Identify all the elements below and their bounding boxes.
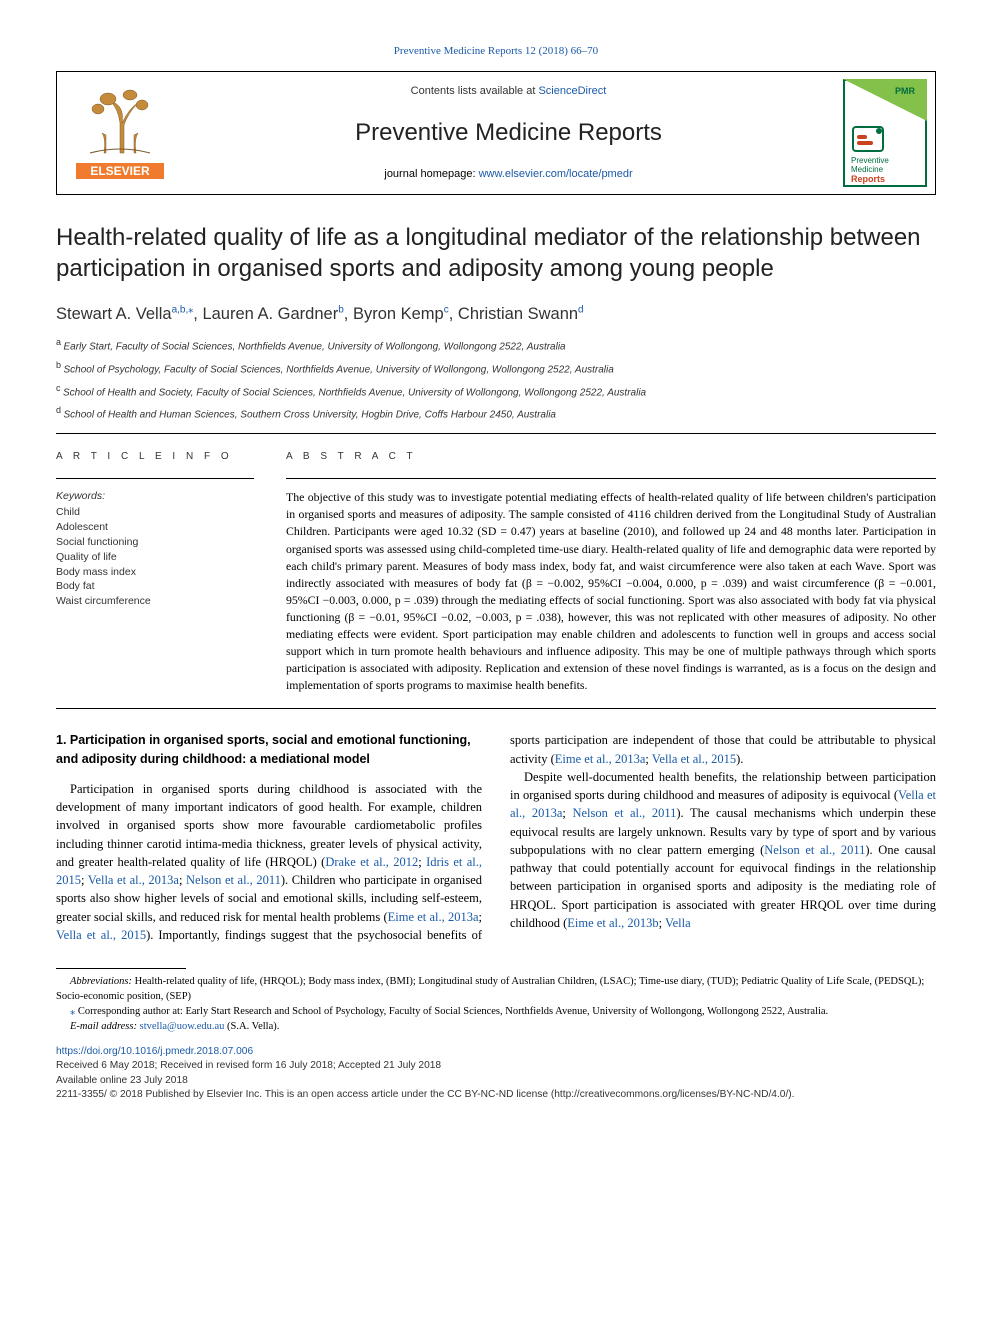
abstract-column: A B S T R A C T The objective of this st… [286,450,936,694]
running-head-link[interactable]: Preventive Medicine Reports 12 (2018) 66… [394,45,598,57]
sciencedirect-link[interactable]: ScienceDirect [538,85,606,97]
footnotes: Abbreviations: Health-related quality of… [56,975,936,1035]
author: Christian Swannd [458,305,584,323]
footnote-rule [56,968,186,969]
svg-text:Medicine: Medicine [851,165,884,174]
citation-link[interactable]: Vella et al., 2015 [56,928,146,942]
keyword: Body fat [56,579,254,594]
body-columns: 1. Participation in organised sports, so… [56,731,936,944]
keyword: Body mass index [56,565,254,580]
citation-link[interactable]: Eime et al., 2013a [388,910,479,924]
publisher-logo-box: ELSEVIER [57,72,182,194]
affiliation: a Early Start, Faculty of Social Science… [56,336,936,355]
journal-cover-box: PMR Preventive Medicine Reports [835,72,935,194]
keyword: Waist circumference [56,594,254,609]
corresponding-marker[interactable]: ⁎ [188,304,193,315]
email-footnote: E-mail address: stvella@uow.edu.au (S.A.… [56,1020,936,1035]
copyright-line: 2211-3355/ © 2018 Published by Elsevier … [56,1089,795,1100]
doi-block: https://doi.org/10.1016/j.pmedr.2018.07.… [56,1045,936,1103]
abstract-text: The objective of this study was to inves… [286,489,936,694]
svg-text:Preventive: Preventive [851,156,889,165]
author: Stewart A. Vellaa,b,⁎ [56,305,193,323]
rule [56,708,936,709]
homepage-link[interactable]: www.elsevier.com/locate/pmedr [479,168,633,180]
citation-link[interactable]: Vella [665,916,691,930]
svg-text:PMR: PMR [895,86,916,96]
keyword: Child [56,505,254,520]
article-info-label: A R T I C L E I N F O [56,450,254,464]
available-line: Available online 23 July 2018 [56,1075,188,1086]
history-line: Received 6 May 2018; Received in revised… [56,1060,441,1071]
citation-link[interactable]: Eime et al., 2013b [567,916,658,930]
keyword: Adolescent [56,520,254,535]
article-info-column: A R T I C L E I N F O Keywords: ChildAdo… [56,450,254,694]
author: Byron Kempc [353,305,449,323]
elsevier-logo-icon: ELSEVIER [70,83,170,183]
journal-header: ELSEVIER Contents lists available at Sci… [56,71,936,195]
corresponding-author-footnote: ⁎ Corresponding author at: Early Start R… [56,1005,936,1020]
homepage-line: journal homepage: www.elsevier.com/locat… [384,167,632,182]
contents-line: Contents lists available at ScienceDirec… [411,84,607,99]
section-heading: 1. Participation in organised sports, so… [56,731,482,768]
authors: Stewart A. Vellaa,b,⁎, Lauren A. Gardner… [56,303,936,326]
affiliation: b School of Psychology, Faculty of Socia… [56,359,936,378]
citation-link[interactable]: Vella et al., 2013a [88,873,179,887]
rule [56,433,936,434]
citation-link[interactable]: Nelson et al., 2011 [764,843,865,857]
abbreviations-footnote: Abbreviations: Health-related quality of… [56,975,936,1005]
keyword: Quality of life [56,550,254,565]
journal-name: Preventive Medicine Reports [355,116,662,150]
affiliation: c School of Health and Society, Faculty … [56,382,936,401]
affiliation-marker[interactable]: c [444,304,449,315]
keywords-heading: Keywords: [56,489,254,504]
abstract-label: A B S T R A C T [286,450,936,464]
svg-text:Reports: Reports [851,174,885,184]
citation-link[interactable]: Drake et al., 2012 [325,855,418,869]
affiliation: d School of Health and Human Sciences, S… [56,404,936,423]
rule [286,478,936,479]
citation-link[interactable]: Nelson et al., 2011 [186,873,281,887]
email-link[interactable]: stvella@uow.edu.au [140,1021,225,1032]
running-head: Preventive Medicine Reports 12 (2018) 66… [56,44,936,59]
affiliation-marker[interactable]: a,b, [172,304,189,315]
article-title: Health-related quality of life as a long… [56,223,936,284]
author: Lauren A. Gardnerb [202,305,343,323]
citation-link[interactable]: Vella et al., 2015 [652,752,736,766]
citation-link[interactable]: Eime et al., 2013a [555,752,646,766]
rule [56,478,254,479]
journal-cover-icon: PMR Preventive Medicine Reports [843,79,927,187]
affiliation-marker[interactable]: b [338,304,344,315]
citation-link[interactable]: Nelson et al., 2011 [572,806,676,820]
keywords-list: ChildAdolescentSocial functioningQuality… [56,505,254,609]
header-center: Contents lists available at ScienceDirec… [182,72,835,194]
svg-text:ELSEVIER: ELSEVIER [90,164,150,178]
corr-marker: ⁎ [70,1006,75,1017]
keyword: Social functioning [56,535,254,550]
body-paragraph: Despite well-documented health benefits,… [510,768,936,932]
affiliation-marker[interactable]: d [578,304,584,315]
doi-link[interactable]: https://doi.org/10.1016/j.pmedr.2018.07.… [56,1046,253,1057]
